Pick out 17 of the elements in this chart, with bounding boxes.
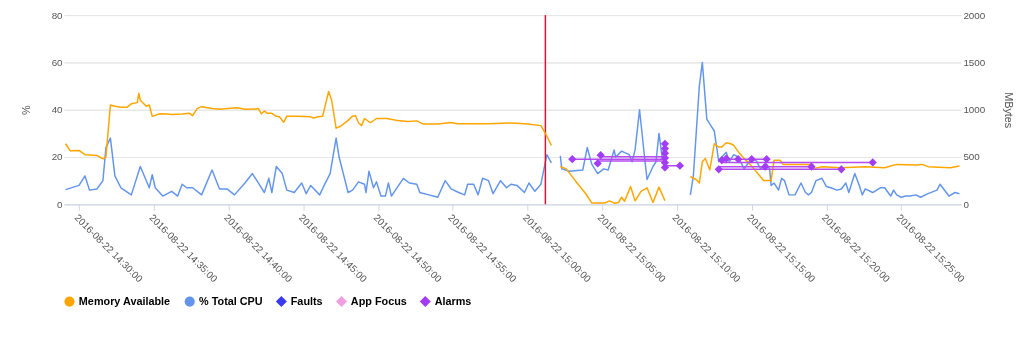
y-tick-label: 80 [51, 9, 64, 21]
y2-tick-label: 2000 [963, 9, 986, 21]
legend-label: Alarms [434, 294, 472, 307]
y2-axis-title: MBytes [1003, 92, 1016, 129]
y2-tick-label: 1000 [963, 104, 986, 116]
y2-tick-label: 500 [963, 151, 981, 163]
y-tick-label: 40 [51, 104, 64, 116]
y-tick-label: 20 [51, 151, 64, 163]
y2-tick-label: 0 [963, 198, 970, 210]
y-tick-label: 60 [51, 56, 64, 68]
legend-label: Memory Available [78, 294, 171, 307]
legend-label: Faults [290, 294, 323, 307]
legend-label: % Total CPU [199, 294, 263, 307]
legend-label: App Focus [350, 294, 407, 307]
y2-tick-label: 1500 [963, 56, 986, 68]
y-tick-label: 0 [57, 198, 64, 210]
y-axis-title: % [19, 105, 32, 116]
